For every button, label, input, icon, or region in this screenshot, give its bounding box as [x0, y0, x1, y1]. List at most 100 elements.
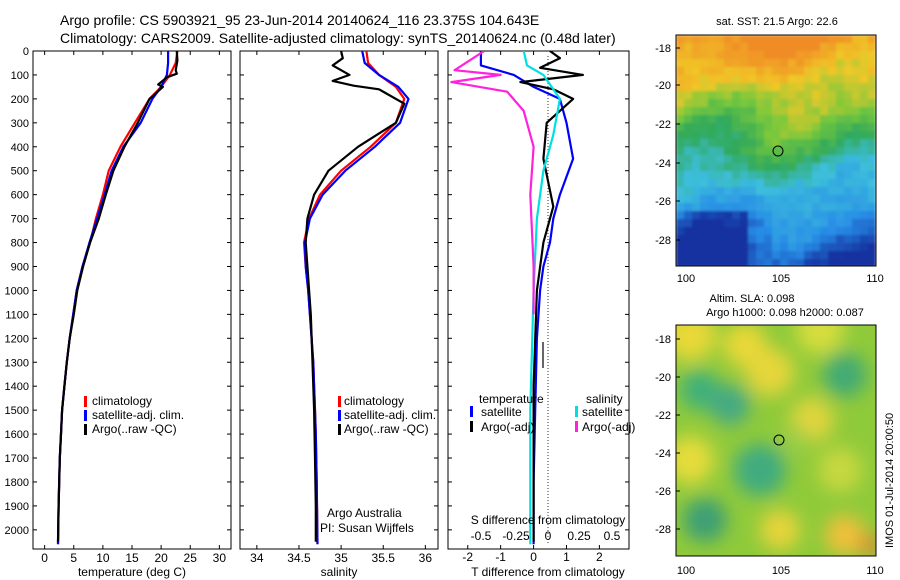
legend-swatch-sal-argo: [575, 421, 578, 432]
depth-tick-label: 1800: [5, 477, 29, 489]
depth-tick-label: 1500: [5, 405, 29, 417]
depth-tick-label: 900: [11, 261, 29, 273]
depth-tick-label: 300: [11, 118, 29, 130]
sla-field: [676, 325, 876, 555]
series-line-satellite: [56, 51, 170, 545]
series-line-salinity-satellite: [522, 51, 561, 545]
legend-header-temperature: temperature: [479, 392, 544, 406]
salinity-depth-ticks: [240, 50, 438, 531]
legend-swatch-temp-satellite: [470, 406, 473, 417]
map-lat-label: -20: [655, 80, 671, 92]
map-lon-label: 100: [677, 565, 695, 577]
depth-tick-label: 0: [23, 46, 29, 58]
sst-map-panel: sat. SST: 21.5 Argo: 22.6 -18 -20 -22 -2…: [655, 16, 884, 285]
difference-depth-ticks: [448, 50, 629, 531]
map-lat-label: -28: [655, 524, 671, 536]
figure-title-line1: Argo profile: CS 5903921_95 23-Jun-2014 …: [60, 12, 539, 28]
depth-tick-label: 600: [11, 190, 29, 202]
sst-map-title: sat. SST: 21.5 Argo: 22.6: [716, 16, 838, 28]
legend-swatch-satellite: [84, 410, 87, 421]
legend-label-argo: Argo(..raw -QC): [344, 422, 429, 436]
legend-label-climatology: climatology: [92, 394, 152, 408]
map-lat-label: -24: [655, 448, 671, 460]
x-tick-label: 35.5: [372, 551, 396, 565]
map-lat-label: -18: [655, 334, 671, 346]
sla-map-yticks: -18 -20 -22 -24 -26 -28: [655, 334, 680, 536]
series-line-temperature-argo: [519, 51, 584, 542]
x-tick-label: 0: [41, 551, 48, 565]
depth-tick-label: 400: [11, 142, 29, 154]
legend-label-satellite: satellite-adj. clim.: [344, 408, 436, 422]
salinity-scale-label: 0: [545, 529, 552, 543]
legend-label-climatology: climatology: [344, 394, 404, 408]
salinity-scale-label: -0.5: [471, 529, 492, 543]
imos-timestamp: IMOS 01-Jul-2014 20:00:50: [884, 413, 896, 548]
x-tick-label: 34: [250, 551, 264, 565]
x-tick-label: 30: [213, 551, 227, 565]
legend-label-temp-satellite: satellite: [481, 405, 522, 419]
map-lat-label: -18: [655, 43, 671, 55]
legend-label-sal-satellite: satellite: [582, 405, 623, 419]
x-tick-label: 36: [419, 551, 433, 565]
depth-tick-label: 1900: [5, 501, 29, 513]
legend-label-temp-argo: Argo(-adj): [481, 420, 534, 434]
series-line-salinity-argo: [450, 51, 535, 315]
map-lat-label: -26: [655, 196, 671, 208]
x-tick-label: 15: [125, 551, 139, 565]
difference-xlabel-top: S difference from climatology: [471, 513, 626, 527]
depth-tick-label: 1100: [5, 309, 29, 321]
x-tick-label: 0: [530, 550, 537, 564]
depth-tick-label: 100: [11, 70, 29, 82]
salinity-legend: climatology satellite-adj. clim. Argo(..…: [338, 394, 436, 436]
depth-tick-label: 500: [11, 166, 29, 178]
sla-map-title-line2: Argo h1000: 0.098 h2000: 0.087: [706, 307, 864, 319]
temperature-xlabel: temperature (deg C): [78, 565, 186, 579]
map-lon-label: 110: [866, 565, 884, 577]
map-lat-label: -24: [655, 158, 671, 170]
map-lat-label: -20: [655, 372, 671, 384]
sst-map-xticks: 100 105 110: [677, 273, 884, 285]
x-tick-label: 34.5: [287, 551, 311, 565]
map-lat-label: -26: [655, 486, 671, 498]
x-tick-label: -1: [495, 550, 506, 564]
legend-swatch-satellite: [338, 410, 341, 421]
temperature-axis-ticks: 0 5 10 15 20 25 30: [41, 51, 226, 565]
map-lon-label: 105: [772, 273, 790, 285]
depth-axis-ticks: 0 100 200 300 400 500 600 700 800 900 1000 1100 1200…: [5, 46, 231, 537]
salinity-scale-label: 0.5: [604, 529, 621, 543]
annotation-argo-australia: Argo Australia: [327, 506, 402, 520]
difference-axis-ticks: -2 -1 0 1 2: [462, 51, 603, 564]
sla-map-panel: Altim. SLA: 0.098 Argo h1000: 0.098 h200…: [655, 293, 884, 577]
sla-map-frame: [675, 324, 877, 557]
depth-tick-label: 1700: [5, 453, 29, 465]
map-lat-label: -22: [655, 410, 671, 422]
x-tick-label: 5: [70, 551, 77, 565]
depth-tick-label: 1400: [5, 381, 29, 393]
legend-label-sal-argo: Argo(-adj): [582, 420, 635, 434]
temperature-legend: climatology satellite-adj. clim. Argo(..…: [84, 394, 184, 436]
temperature-lines: [56, 51, 179, 545]
salinity-scale-label: 0.25: [567, 529, 591, 543]
salinity-scale-label: -0.25: [502, 529, 530, 543]
map-lat-label: -28: [655, 235, 671, 247]
x-tick-label: 25: [184, 551, 198, 565]
sst-map-yticks: -18 -20 -22 -24 -26 -28: [655, 43, 680, 247]
legend-swatch-climatology: [338, 396, 341, 407]
salinity-lines: [302, 51, 410, 545]
sla-map-title-line1: Altim. SLA: 0.098: [710, 293, 795, 305]
difference-legend: temperature salinity satellite Argo(-adj…: [470, 392, 635, 434]
legend-swatch-argo: [84, 424, 87, 435]
x-tick-label: 35: [334, 551, 348, 565]
legend-label-satellite: satellite-adj. clim.: [92, 408, 184, 422]
depth-tick-label: 200: [11, 94, 29, 106]
salinity-xlabel: salinity: [321, 565, 358, 579]
salinity-panel: 34 34.5 35 35.5 36 salinity climatology sate…: [239, 50, 439, 579]
x-tick-label: 1: [563, 550, 570, 564]
profile-location-marker: [772, 145, 784, 157]
depth-tick-label: 1300: [5, 357, 29, 369]
legend-label-argo: Argo(..raw -QC): [92, 422, 177, 436]
depth-tick-label: 1200: [5, 333, 29, 345]
x-tick-label: 2: [596, 550, 603, 564]
